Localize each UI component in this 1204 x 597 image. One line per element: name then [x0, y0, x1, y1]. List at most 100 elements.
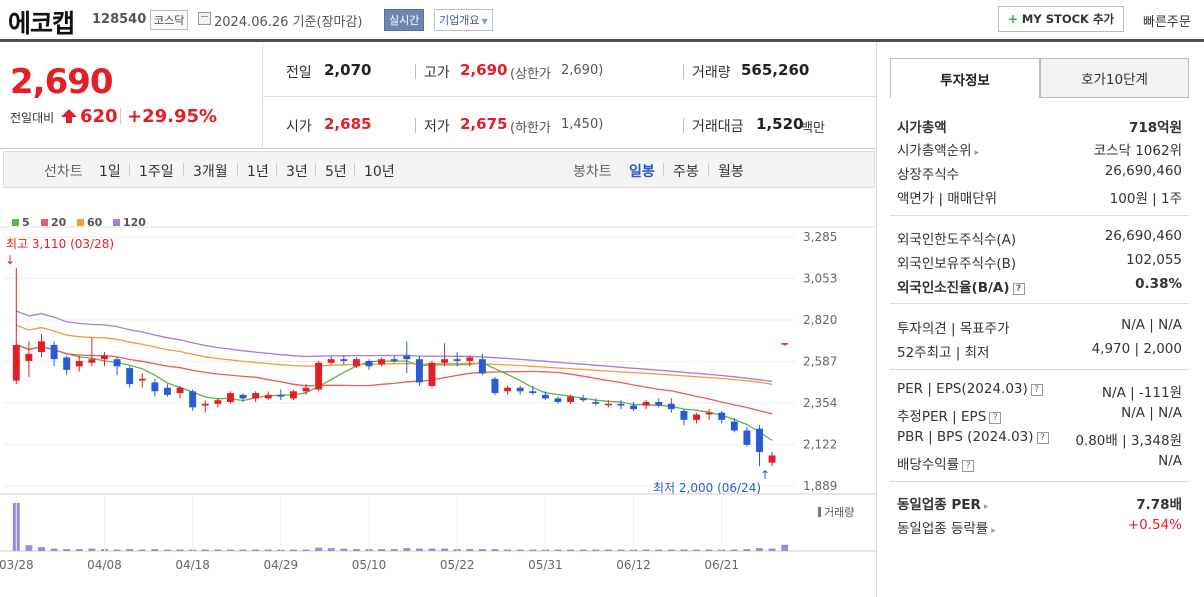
high-annotation: 최고 3,110 (03/28)	[6, 237, 114, 251]
volume-bar	[655, 549, 663, 551]
candle-body	[189, 391, 197, 408]
foreign-limit-value: 26,690,460	[1104, 228, 1182, 244]
high-label: 고가	[424, 65, 450, 81]
help-icon[interactable]: ?	[1030, 384, 1043, 396]
calendar-icon	[198, 12, 211, 25]
est-per-label: 추정PER | EPS	[897, 409, 987, 425]
pbr-label: PBR | BPS (2024.03)	[897, 429, 1034, 445]
lower-limit-value: 1,450)	[561, 117, 604, 132]
chevron-down-icon: ▼	[481, 17, 488, 26]
tab-invest-info[interactable]: 투자정보	[890, 58, 1040, 98]
y-tick-label: 3,285	[803, 230, 837, 244]
period-1w[interactable]: 1주일	[139, 164, 174, 180]
x-tick-label: 06/21	[704, 558, 739, 572]
period-5y[interactable]: 5년	[325, 164, 347, 180]
dividend-label: 배당수익률	[897, 457, 960, 473]
volume-bar	[151, 549, 159, 551]
divider	[354, 163, 355, 176]
company-overview-label: 기업개요	[439, 14, 480, 27]
sector-per-link[interactable]: 동일업종 PER ▸	[897, 493, 988, 513]
change-amount: 620	[80, 106, 118, 127]
quick-order-link[interactable]: 빠른주문	[1143, 15, 1191, 30]
help-icon[interactable]: ?	[962, 460, 975, 472]
volume-bar	[163, 549, 171, 551]
volume-bar	[25, 545, 33, 551]
foreign-hold-value: 102,055	[1126, 252, 1182, 268]
high-arrow-icon: ↓	[5, 253, 15, 267]
volume-bar	[466, 549, 474, 551]
market-cap-rank-link[interactable]: 시가총액순위 ▸	[897, 139, 979, 159]
line-chart-label: 선차트	[44, 164, 83, 180]
candle-body	[604, 403, 612, 406]
foreign-hold-label: 외국인보유주식수(B)	[897, 256, 1017, 272]
volume-bar	[252, 549, 260, 551]
dividend-row: 배당수익률?	[897, 453, 975, 473]
divider	[262, 45, 263, 149]
week52-label: 52주최고 | 최저	[897, 345, 990, 361]
candle-body	[12, 344, 20, 381]
candle-body	[214, 400, 222, 404]
volume-bar	[315, 547, 323, 551]
legend-label-20: 20	[51, 216, 67, 229]
candle-body	[163, 387, 171, 395]
candle-body	[113, 359, 121, 367]
volume-bar	[415, 548, 423, 551]
volume-bar	[516, 549, 524, 551]
candle-body	[340, 359, 348, 361]
candle-weekly[interactable]: 주봉	[673, 164, 699, 180]
x-tick-label: 06/12	[616, 558, 651, 572]
volume-bar	[604, 549, 612, 551]
market-badge: 코스닥	[150, 10, 189, 30]
help-icon[interactable]: ?	[1036, 432, 1049, 444]
candle-body	[768, 455, 776, 463]
period-1y[interactable]: 1년	[247, 164, 269, 180]
candle-body	[151, 382, 159, 392]
divider	[183, 163, 184, 176]
candle-body	[592, 401, 600, 404]
right-panel	[876, 42, 1204, 597]
period-10y[interactable]: 10년	[364, 164, 395, 180]
help-icon[interactable]: ?	[989, 412, 1002, 424]
volume-bar	[478, 549, 486, 551]
legend-label-60: 60	[87, 216, 103, 229]
add-mystock-button[interactable]: + MY STOCK 추가	[998, 6, 1124, 32]
candle-monthly[interactable]: 월봉	[718, 164, 744, 180]
period-1d[interactable]: 1일	[99, 164, 121, 180]
divider	[663, 163, 664, 176]
tab-hoga[interactable]: 호가10단계	[1040, 58, 1189, 98]
divider	[237, 163, 238, 176]
candle-body	[541, 394, 549, 399]
per-value: N/A | -111원	[1101, 385, 1182, 401]
volume-bar	[743, 549, 751, 551]
low-arrow-icon: ↑	[760, 468, 770, 482]
x-tick-label: 04/08	[87, 558, 122, 572]
market-cap-label: 시가총액	[897, 120, 947, 136]
volume-bar	[567, 549, 575, 551]
pbr-value: 0.80배 | 3,348원	[1075, 433, 1182, 449]
candle-body	[680, 410, 688, 420]
divider	[315, 163, 316, 176]
candle-daily[interactable]: 일봉	[629, 164, 655, 180]
realtime-button[interactable]: 실시간	[384, 9, 425, 31]
divider	[708, 163, 709, 176]
x-tick-label: 05/22	[440, 558, 475, 572]
volume-bar	[441, 548, 449, 551]
x-tick-label: 04/18	[175, 558, 210, 572]
divider	[262, 96, 876, 97]
candle-body	[617, 403, 625, 406]
x-tick-label: 05/10	[352, 558, 387, 572]
company-overview-button[interactable]: 기업개요 ▼	[434, 9, 493, 31]
volume-bar	[176, 549, 184, 551]
candle-body	[705, 412, 713, 415]
divider	[129, 163, 130, 176]
sector-per-value: 7.78배	[1136, 497, 1182, 513]
volume-bar	[201, 549, 209, 551]
period-3m[interactable]: 3개월	[193, 164, 228, 180]
period-3y[interactable]: 3년	[286, 164, 308, 180]
sector-rate-link[interactable]: 동일업종 등락률 ▸	[897, 517, 996, 537]
market-cap-value: 718억원	[1128, 120, 1182, 136]
help-icon[interactable]: ?	[1012, 283, 1025, 295]
candle-body	[415, 359, 423, 383]
chart-legend: 5 20 60 120	[12, 216, 146, 229]
x-axis: 03/28 04/08 04/18 04/29 05/10 05/22 05/31 06/12…	[0, 494, 739, 572]
